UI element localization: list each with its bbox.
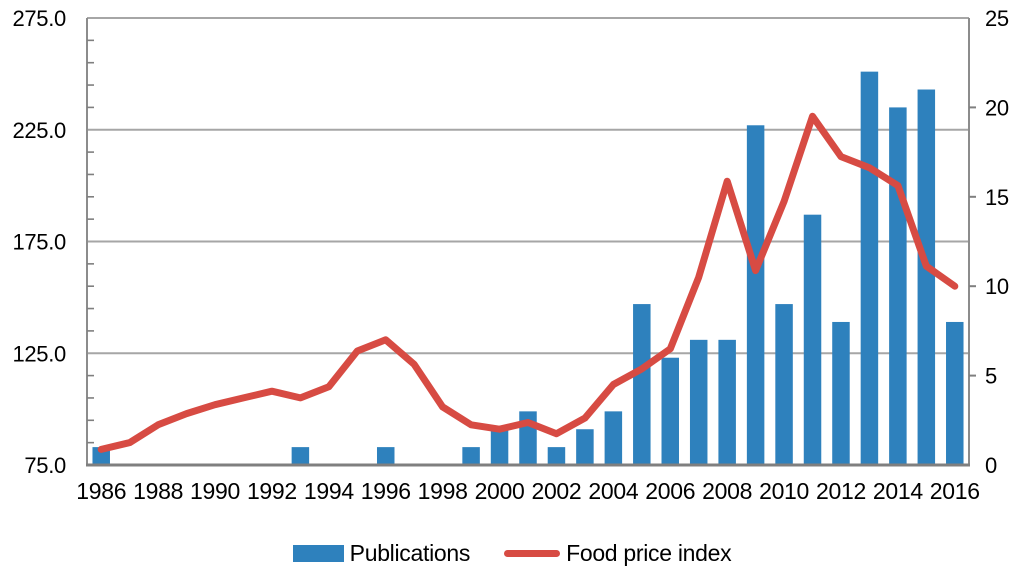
right-axis-tick-label: 20 (985, 95, 1009, 120)
right-axis-tick-label: 5 (985, 364, 997, 389)
left-axis-tick-label: 75.0 (24, 453, 66, 478)
publications-bar (689, 339, 708, 465)
x-axis-tick-label: 2014 (873, 478, 923, 504)
publications-bar (718, 339, 736, 465)
food-price-index-legend-label: Food price index (566, 539, 732, 566)
x-axis-tick-label: 1990 (190, 478, 240, 504)
publications-food-price-combo-chart: 275.0 225.0 175.0 125.0 75.0 25 20 15 10 5 0 1986 19… (12, 6, 1009, 504)
x-axis-tick-label: 1988 (133, 478, 183, 504)
publications-bar (490, 429, 509, 465)
right-axis-tick-label: 0 (985, 453, 997, 478)
chart-legend: Publications Food price index (0, 537, 1024, 569)
left-axis-tick-label: 125.0 (12, 341, 66, 366)
right-axis-tick-label: 15 (985, 185, 1009, 210)
x-axis-tick-label: 2004 (588, 478, 638, 504)
publications-bar (746, 125, 765, 465)
right-axis-tick-label: 10 (985, 274, 1009, 299)
left-axis-tick-label: 275.0 (12, 6, 66, 31)
left-axis-tick-label: 175.0 (12, 230, 66, 255)
publications-bar (633, 304, 651, 465)
right-axis-tick-label: 25 (985, 6, 1009, 31)
publications-bar (917, 89, 936, 466)
publications-bar (462, 447, 480, 465)
x-axis-tick-label: 1998 (418, 478, 468, 504)
x-axis-tick-label: 2008 (702, 478, 752, 504)
x-axis-tick-label: 2000 (475, 478, 525, 504)
left-axis-tick-label: 225.0 (12, 118, 66, 143)
food-price-index-legend-swatch (504, 549, 561, 557)
publications-bar (376, 447, 395, 465)
publications-bar (576, 429, 594, 465)
x-axis-tick-label: 2010 (759, 478, 809, 504)
x-axis-tick-label: 1994 (304, 478, 354, 504)
x-axis-tick-label: 2002 (531, 478, 581, 504)
publications-bar (946, 321, 964, 465)
publications-bar (803, 214, 822, 465)
x-axis-tick-label: 2006 (645, 478, 695, 504)
publications-legend-swatch (292, 544, 344, 562)
publications-bar (889, 107, 907, 466)
publications-bar (661, 357, 680, 465)
publications-bar (775, 304, 793, 465)
publications-bar (291, 447, 310, 465)
x-axis-tick-label: 1992 (247, 478, 297, 504)
x-axis-tick-label: 2016 (930, 478, 980, 504)
x-axis-tick-label: 2012 (816, 478, 866, 504)
publications-bar (832, 321, 850, 465)
publications-bar (604, 411, 623, 465)
publications-bar (860, 71, 879, 465)
food-price-index-line (97, 112, 959, 453)
publications-legend-label: Publications (349, 539, 471, 566)
x-axis-tick-label: 1996 (361, 478, 411, 504)
legend-item-food-price-index: Food price index (504, 539, 732, 567)
x-axis-tick-label: 1986 (76, 478, 126, 504)
legend-item-publications: Publications (292, 539, 471, 567)
publications-bar (547, 447, 566, 465)
